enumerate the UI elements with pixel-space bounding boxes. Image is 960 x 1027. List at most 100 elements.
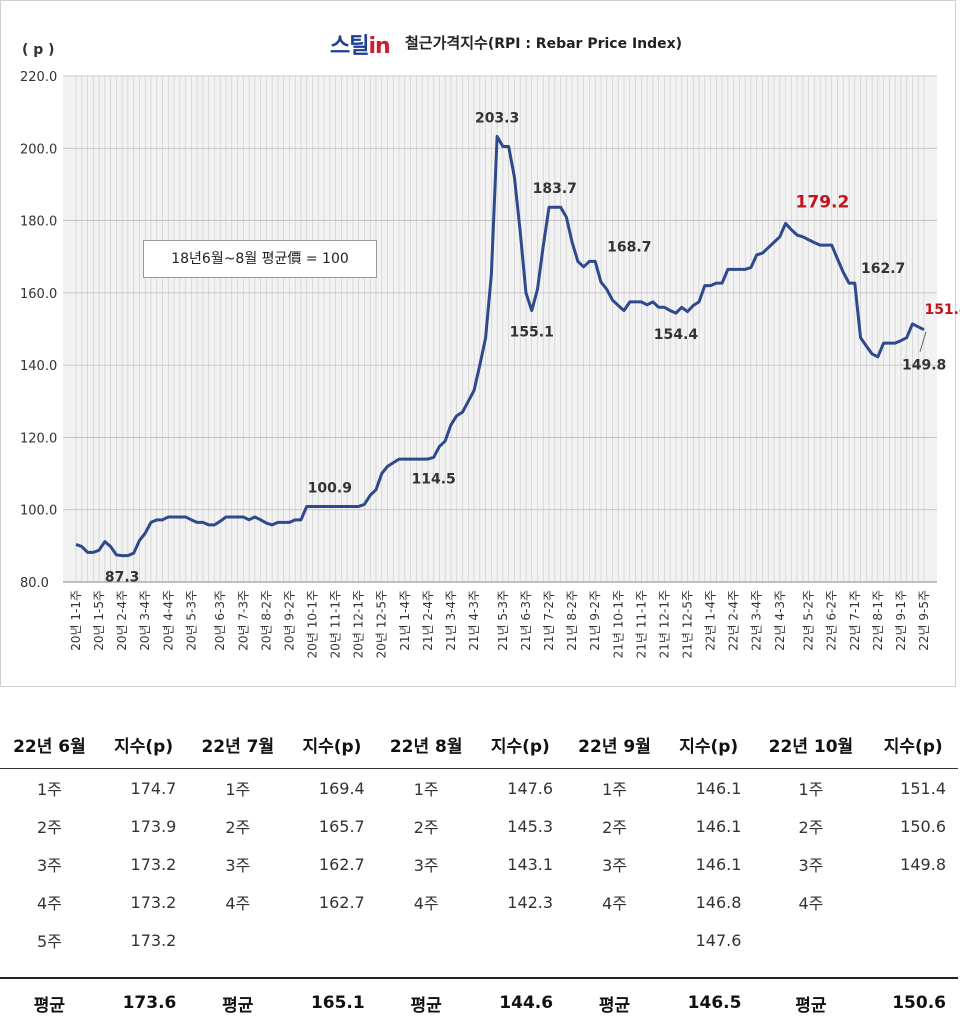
x-tick-label: 21년 9-2주 xyxy=(588,590,602,651)
average-value-cell: 165.1 xyxy=(287,978,376,1027)
week-cell: 4주 xyxy=(188,883,287,921)
data-label: 179.2 xyxy=(796,192,850,212)
week-cell: 2주 xyxy=(188,807,287,845)
week-cell: 2주 xyxy=(377,807,476,845)
header-cell: 22년 7월 xyxy=(188,720,287,769)
week-cell: 4주 xyxy=(565,883,664,921)
average-value-cell: 150.6 xyxy=(868,978,958,1027)
x-tick-label: 21년 3-4주 xyxy=(444,590,458,651)
y-tick-label: 80.0 xyxy=(20,576,49,591)
index-value-cell: 165.7 xyxy=(287,807,376,845)
x-tick-label: 20년 9-2주 xyxy=(282,590,296,651)
x-tick-label: 22년 9-5주 xyxy=(917,590,931,651)
week-cell: 1주 xyxy=(0,769,99,808)
x-tick-label: 21년 10-1주 xyxy=(611,590,625,658)
y-axis-unit: ( p ) xyxy=(22,42,55,58)
index-value-cell: 149.8 xyxy=(868,845,958,883)
x-tick-label: 21년 12-1주 xyxy=(657,590,671,658)
average-value-cell: 173.6 xyxy=(99,978,188,1027)
x-tick-label: 22년 5-2주 xyxy=(802,590,816,651)
week-cell xyxy=(377,921,476,959)
data-label: 154.4 xyxy=(654,327,699,343)
x-tick-label: 21년 12-5주 xyxy=(680,590,694,658)
header-cell: 지수(p) xyxy=(99,720,188,769)
x-tick-label: 22년 2-4주 xyxy=(727,590,741,651)
data-label: 155.1 xyxy=(510,325,554,341)
week-cell: 1주 xyxy=(377,769,476,808)
x-tick-label: 21년 7-2주 xyxy=(542,590,556,651)
y-tick-label: 100.0 xyxy=(20,504,57,519)
index-value-cell: 147.6 xyxy=(664,921,753,959)
x-tick-label: 21년 8-2주 xyxy=(565,590,579,651)
header-cell: 지수(p) xyxy=(664,720,753,769)
index-value-cell: 146.1 xyxy=(664,769,753,808)
x-tick-label: 22년 6-2주 xyxy=(825,590,839,651)
y-tick-label: 140.0 xyxy=(20,359,57,374)
y-tick-label: 200.0 xyxy=(20,142,57,157)
data-label: 203.3 xyxy=(475,110,519,126)
baseline-note: 18년6월~8월 평균價 = 100 xyxy=(143,240,377,278)
spacer-cell xyxy=(868,959,958,978)
header-cell: 22년 10월 xyxy=(753,720,868,769)
y-tick-label: 160.0 xyxy=(20,287,57,302)
x-tick-label: 20년 11-1주 xyxy=(329,590,343,658)
average-label-cell: 평균 xyxy=(377,978,476,1027)
week-cell: 5주 xyxy=(0,921,99,959)
brand-main: 스틸 xyxy=(330,34,368,59)
index-value-cell: 146.1 xyxy=(664,845,753,883)
index-value-cell: 150.6 xyxy=(868,807,958,845)
y-tick-label: 220.0 xyxy=(20,70,57,85)
spacer-cell xyxy=(99,959,188,978)
index-value-cell xyxy=(476,921,565,959)
x-tick-label: 21년 1-4주 xyxy=(398,590,412,651)
data-label: 168.7 xyxy=(607,239,651,255)
chart-title-subtitle: (RPI : Rebar Price Index) xyxy=(488,36,682,52)
table-spacer-row xyxy=(0,959,958,978)
average-value-cell: 144.6 xyxy=(476,978,565,1027)
average-label-cell: 평균 xyxy=(188,978,287,1027)
x-tick-label: 20년 3-4주 xyxy=(138,590,152,651)
spacer-cell xyxy=(188,959,287,978)
index-value-cell: 142.3 xyxy=(476,883,565,921)
rebar-price-index-chart: 80.0100.0120.0140.0160.0180.0200.0220.02… xyxy=(0,0,960,690)
spacer-cell xyxy=(287,959,376,978)
plot-area xyxy=(63,76,937,582)
x-tick-label: 21년 4-3주 xyxy=(467,590,481,651)
week-cell: 4주 xyxy=(377,883,476,921)
x-tick-label: 20년 7-3주 xyxy=(236,590,250,651)
y-tick-label: 120.0 xyxy=(20,431,57,446)
header-cell: 22년 6월 xyxy=(0,720,99,769)
average-label-cell: 평균 xyxy=(753,978,868,1027)
x-tick-label: 22년 8-1주 xyxy=(871,590,885,651)
index-value-cell xyxy=(868,921,958,959)
week-cell: 4주 xyxy=(0,883,99,921)
header-cell: 지수(p) xyxy=(287,720,376,769)
header-cell: 22년 9월 xyxy=(565,720,664,769)
week-cell: 2주 xyxy=(0,807,99,845)
week-cell: 3주 xyxy=(753,845,868,883)
x-tick-label: 21년 5-3주 xyxy=(496,590,510,651)
index-value-cell: 145.3 xyxy=(476,807,565,845)
x-tick-label: 20년 1-1주 xyxy=(69,590,83,651)
data-label: 162.7 xyxy=(861,261,905,277)
average-value-cell: 146.5 xyxy=(664,978,753,1027)
brand-logo: 스틸in xyxy=(330,28,390,60)
index-value-cell: 151.4 xyxy=(868,769,958,808)
week-cell: 2주 xyxy=(753,807,868,845)
header-cell: 지수(p) xyxy=(476,720,565,769)
x-tick-label: 20년 8-2주 xyxy=(259,590,273,651)
x-tick-label: 20년 5-3주 xyxy=(184,590,198,651)
x-tick-label: 20년 4-4주 xyxy=(161,590,175,651)
data-label: 100.9 xyxy=(308,480,352,496)
header-cell: 지수(p) xyxy=(868,720,958,769)
spacer-cell xyxy=(664,959,753,978)
header-cell: 22년 8월 xyxy=(377,720,476,769)
x-tick-label: 22년 7-1주 xyxy=(848,590,862,651)
average-label-cell: 평균 xyxy=(0,978,99,1027)
week-cell: 1주 xyxy=(188,769,287,808)
